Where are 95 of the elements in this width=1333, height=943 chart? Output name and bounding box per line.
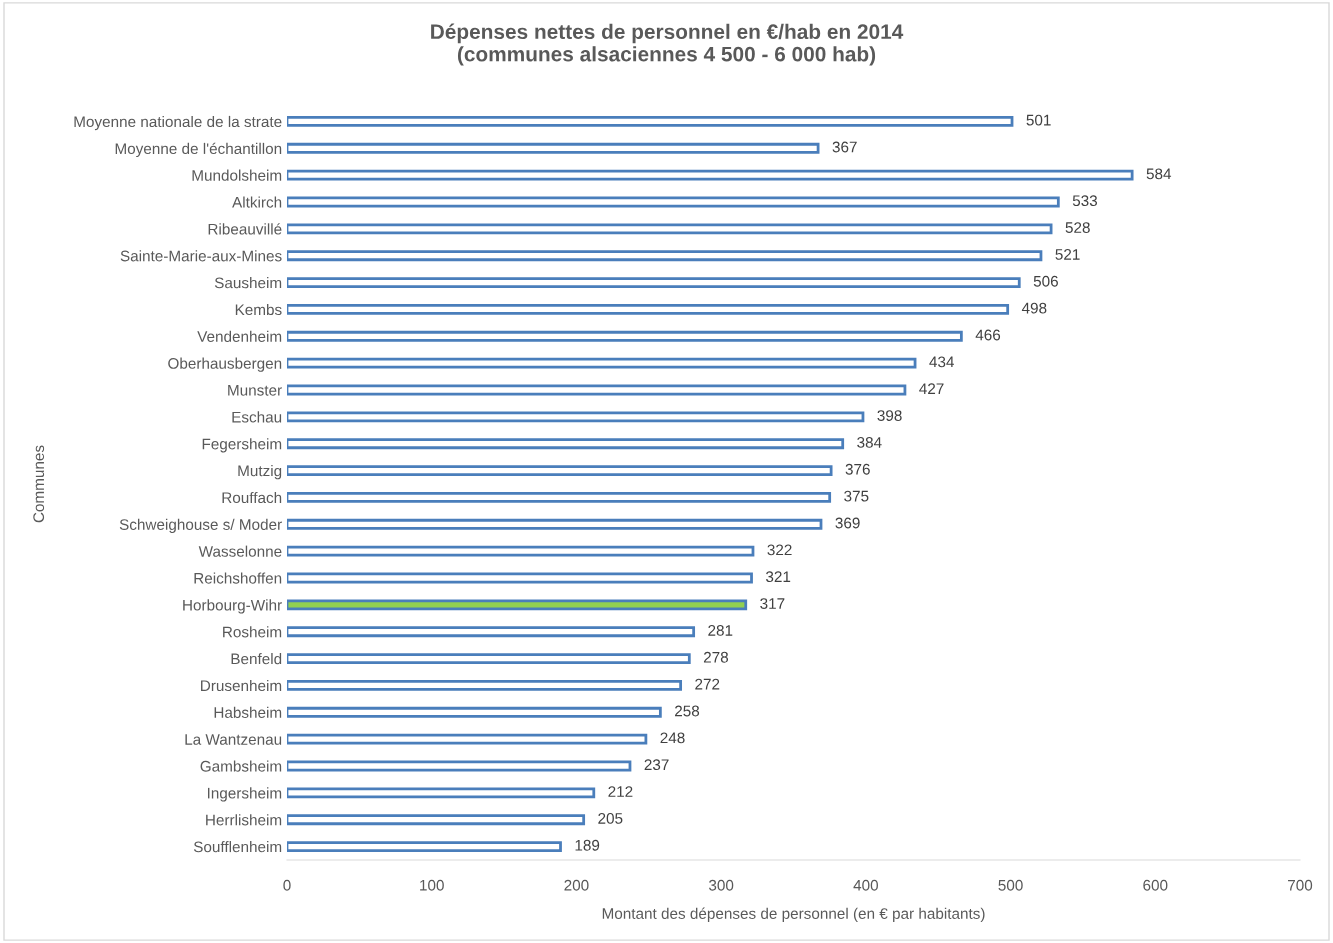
y-tick-label: Benfeld <box>231 653 282 665</box>
data-label: 189 <box>575 839 600 851</box>
x-tick-label: 500 <box>998 879 1023 891</box>
y-tick-label: Ingersheim <box>207 787 282 802</box>
y-tick-label: Kembs <box>235 303 282 316</box>
y-tick-label: Eschau <box>232 411 282 423</box>
data-label: 498 <box>1021 302 1047 314</box>
data-label: 584 <box>1146 168 1172 180</box>
bar <box>287 841 562 852</box>
bar <box>287 760 632 772</box>
y-tick-label: Wasselonne <box>198 545 282 557</box>
y-tick-label: Altkirch <box>232 196 282 208</box>
bar <box>287 250 1043 262</box>
y-tick-label: Schweighouse s/ Moder <box>119 518 282 533</box>
bar <box>287 223 1053 235</box>
data-label: 501 <box>1026 114 1051 126</box>
x-tick-label: 300 <box>708 879 734 891</box>
y-tick-label: Mutzig <box>238 465 282 480</box>
data-label: 533 <box>1072 195 1098 207</box>
data-label: 278 <box>703 651 729 663</box>
bar <box>287 653 691 664</box>
y-tick-label: Drusenheim <box>201 679 282 692</box>
bar <box>287 169 1134 181</box>
y-tick-label: Gambsheim <box>200 760 282 772</box>
bar <box>287 706 662 718</box>
y-axis-title: Communes <box>33 445 45 523</box>
y-tick-label: Munster <box>228 385 282 396</box>
data-label: 528 <box>1065 222 1090 233</box>
data-label: 367 <box>832 141 857 153</box>
y-tick-label: Oberhausbergen <box>168 357 282 372</box>
data-label: 212 <box>608 786 633 797</box>
bar <box>287 599 748 611</box>
data-label: 466 <box>975 329 1001 341</box>
y-tick-label: Sainte-Marie-aux-Mines <box>120 250 282 262</box>
x-tick-label: 700 <box>1288 879 1313 891</box>
y-tick-label: Mundolsheim <box>192 169 282 181</box>
x-tick-label: 200 <box>564 879 589 891</box>
data-label: 272 <box>695 678 720 690</box>
chart-title: Dépenses nettes de personnel en €/hab en 2014 (communes alsaciennes 4 500 - 6 000 hab) <box>431 23 904 66</box>
data-label: 375 <box>844 490 869 502</box>
bar <box>287 814 586 826</box>
data-label: 427 <box>919 383 944 394</box>
bar <box>287 545 755 557</box>
bar <box>287 518 823 530</box>
data-label: 384 <box>857 437 882 448</box>
data-label: 506 <box>1033 275 1058 287</box>
data-label: 258 <box>675 705 700 717</box>
data-label: 321 <box>766 571 791 583</box>
data-label: 521 <box>1055 249 1080 260</box>
x-tick-label: 0 <box>283 879 291 891</box>
x-axis-title: Montant des dépenses de personnel (en € par habitants) <box>602 907 985 922</box>
data-label: 376 <box>845 463 870 475</box>
y-tick-label: Sausheim <box>214 277 282 289</box>
data-label: 322 <box>767 544 792 556</box>
x-tick-label: 600 <box>1143 879 1168 891</box>
bar <box>287 277 1021 288</box>
data-label: 281 <box>708 625 733 636</box>
y-tick-label: Herrlisheim <box>206 814 282 826</box>
y-tick-label: Habsheim <box>214 706 282 718</box>
bar <box>287 196 1060 208</box>
bar <box>287 680 683 691</box>
y-tick-label: Vendenheim <box>197 330 282 342</box>
y-tick-label: La Wantzenau <box>185 734 282 745</box>
data-label: 398 <box>877 410 902 421</box>
bar <box>287 330 963 342</box>
y-tick-label: Soufflenheim <box>193 841 282 853</box>
bar <box>287 787 596 799</box>
bar <box>287 142 820 154</box>
data-label: 237 <box>644 759 669 771</box>
y-tick-label: Horbourg-Wihr <box>183 599 282 614</box>
bar <box>287 304 1010 315</box>
bar <box>287 384 907 396</box>
y-tick-label: Moyenne de l'échantillon <box>115 142 282 158</box>
data-label: 248 <box>660 732 685 744</box>
y-tick-label: Reichshoffen <box>194 572 282 584</box>
data-label: 205 <box>598 813 623 824</box>
y-tick-label: Moyenne nationale de la strate <box>74 115 282 131</box>
bar <box>287 116 1014 127</box>
y-tick-label: Rouffach <box>222 491 282 504</box>
bar <box>287 572 753 584</box>
x-tick-label: 100 <box>420 879 444 891</box>
x-tick-label: 400 <box>853 879 879 891</box>
data-label: 434 <box>929 356 954 368</box>
bar <box>287 492 832 503</box>
bar <box>287 357 917 369</box>
bar <box>287 438 845 450</box>
y-tick-label: Fegersheim <box>202 438 282 453</box>
y-tick-label: Rosheim <box>223 626 282 638</box>
bar <box>287 411 865 423</box>
bar <box>287 733 648 745</box>
bar <box>287 465 833 476</box>
data-label: 369 <box>835 517 860 529</box>
y-tick-label: Ribeauvillé <box>208 223 282 235</box>
bar <box>287 626 696 638</box>
data-label: 317 <box>760 598 785 609</box>
